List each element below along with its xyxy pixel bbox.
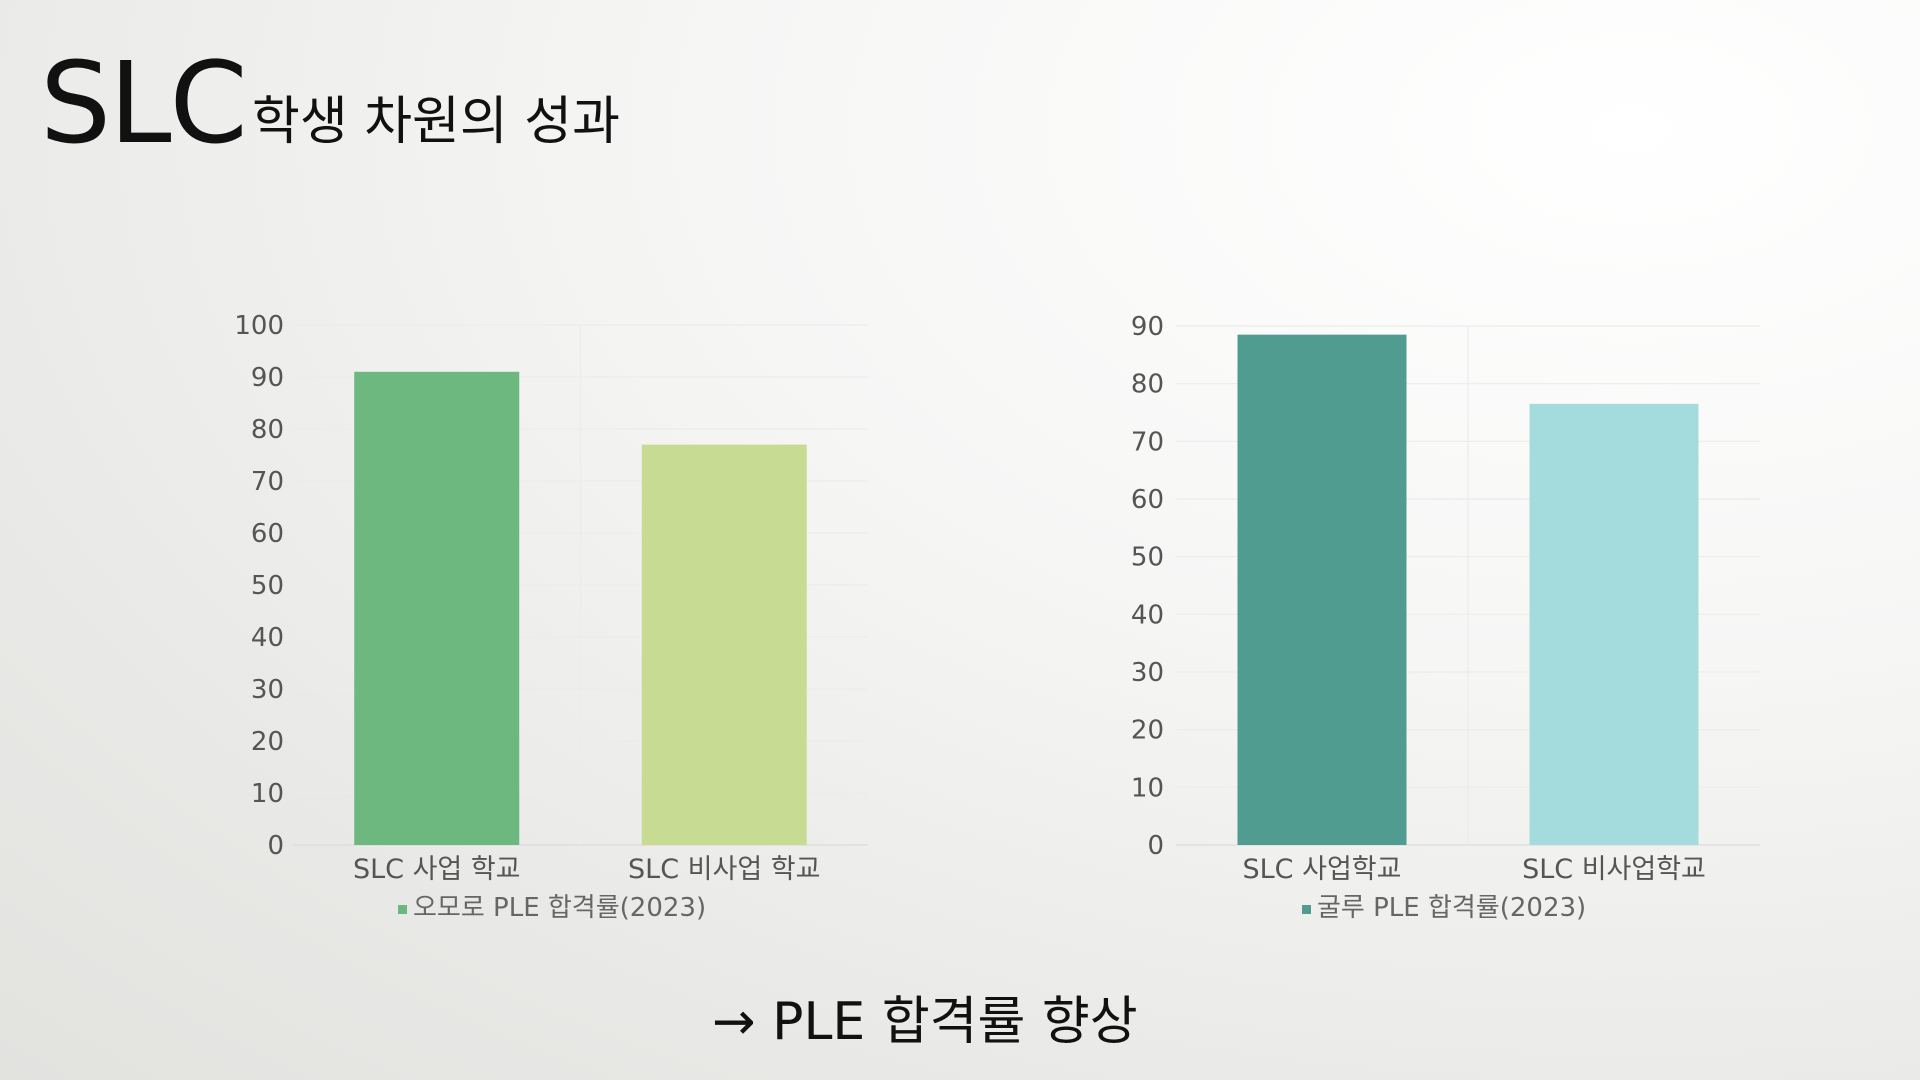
y-tick-label: 70 <box>251 467 284 497</box>
x-category-label: SLC 사업 학교 <box>353 854 521 885</box>
legend-label: 오모로 PLE 합격률(2023) <box>413 893 706 923</box>
y-tick-label: 30 <box>1131 658 1164 688</box>
y-tick-label: 50 <box>1131 543 1164 573</box>
y-tick-label: 60 <box>1131 485 1164 515</box>
y-tick-label: 30 <box>251 675 284 705</box>
x-category-label: SLC 사업학교 <box>1243 854 1402 885</box>
conclusion-text: → PLE 합격률 향상 <box>712 992 1138 1052</box>
y-tick-label: 90 <box>1131 312 1164 342</box>
bar <box>1237 334 1407 845</box>
y-tick-label: 60 <box>251 519 284 549</box>
y-tick-label: 80 <box>251 415 284 445</box>
x-category-label: SLC 비사업학교 <box>1522 854 1706 885</box>
slide-title-sub: 학생 차원의 성과 <box>252 92 620 152</box>
y-tick-label: 20 <box>251 727 284 757</box>
legend-swatch <box>398 905 407 914</box>
y-tick-label: 0 <box>1147 831 1164 861</box>
bar <box>354 371 520 845</box>
y-tick-label: 90 <box>251 363 284 393</box>
slide-title-main: SLC <box>40 39 248 169</box>
y-tick-label: 0 <box>267 831 284 861</box>
legend-label: 굴루 PLE 합격률(2023) <box>1317 893 1586 923</box>
y-tick-label: 10 <box>251 779 284 809</box>
chart-omoro: 0 10 20 30 40 50 60 70 80 90 100 SLC 사업 학교 SLC 비사업 학… <box>234 311 868 923</box>
y-tick-label: 100 <box>234 311 284 341</box>
y-tick-label: 40 <box>251 623 284 653</box>
bar <box>641 444 807 845</box>
legend-swatch <box>1302 905 1311 914</box>
y-tick-label: 70 <box>1131 427 1164 457</box>
y-tick-label: 10 <box>1131 773 1164 803</box>
y-tick-label: 50 <box>251 571 284 601</box>
bar <box>1529 403 1699 845</box>
y-tick-label: 20 <box>1131 716 1164 746</box>
x-category-label: SLC 비사업 학교 <box>628 854 820 885</box>
y-tick-label: 80 <box>1131 370 1164 400</box>
y-tick-label: 40 <box>1131 600 1164 630</box>
